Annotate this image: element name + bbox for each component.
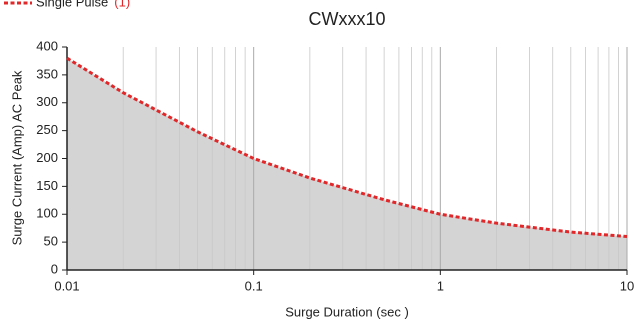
x-axis-label: Surge Duration (sec ) xyxy=(285,304,409,319)
x-tick-label: 0.01 xyxy=(54,278,79,293)
y-tick-label: 350 xyxy=(36,66,58,81)
y-tick-label: 50 xyxy=(44,234,58,249)
chart-title: CWxxx10 xyxy=(308,9,385,29)
line xyxy=(66,56,628,239)
legend-label: Single Pulse xyxy=(36,0,108,9)
y-tick-label: 0 xyxy=(51,261,58,276)
y-axis-label: Surge Current (Amp) AC Peak xyxy=(9,70,24,245)
legend-note: (1) xyxy=(114,0,130,9)
area xyxy=(67,58,627,271)
x-tick-label: 10 xyxy=(620,278,634,293)
y-tick-label: 300 xyxy=(36,94,58,109)
y-tick-label: 150 xyxy=(36,178,58,193)
y-tick-label: 100 xyxy=(36,206,58,221)
y-tick-label: 200 xyxy=(36,150,58,165)
y-tick-label: 250 xyxy=(36,122,58,137)
x-tick-label: 1 xyxy=(437,278,444,293)
y-tick-label: 400 xyxy=(36,38,58,53)
x-tick-label: 0.1 xyxy=(245,278,263,293)
